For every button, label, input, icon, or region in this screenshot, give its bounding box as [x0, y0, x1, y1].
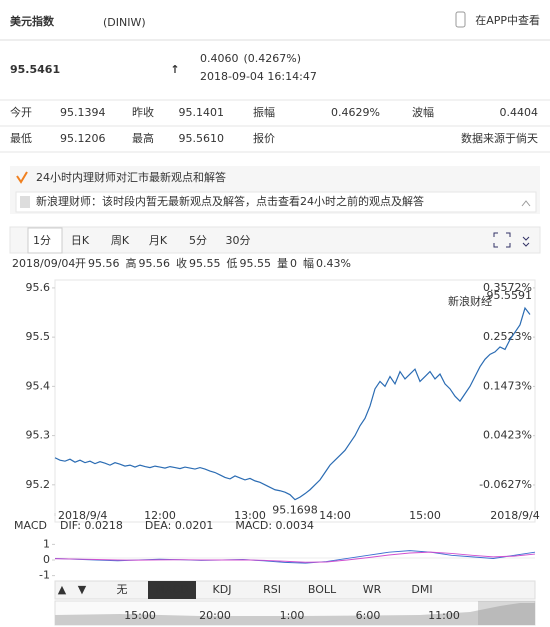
- y2-tick-label: 0.3572%: [483, 281, 532, 294]
- stat-label: 报价: [253, 131, 275, 145]
- macd-legend: DEA: 0.0201: [145, 519, 213, 532]
- stat-value: 0.4629%: [331, 106, 380, 119]
- navigator-window[interactable]: [478, 601, 535, 625]
- y2-tick-label: -0.0627%: [479, 478, 532, 491]
- x-tick-label: 13:00: [234, 509, 266, 522]
- navigator-label: 15:00: [124, 609, 156, 622]
- y-tick-label: 95.5: [26, 330, 51, 343]
- info-value: 95.55: [189, 257, 221, 270]
- info-label: 高: [126, 256, 137, 270]
- x-tick-label: 14:00: [319, 509, 351, 522]
- navigator-area: [55, 603, 535, 625]
- indicator-tab[interactable]: BOLL: [308, 583, 337, 596]
- macd-legend: MACD: 0.0034: [235, 519, 314, 532]
- y-tick-label: 95.6: [26, 281, 51, 294]
- change-pct: (0.4267%): [244, 52, 302, 65]
- stat-value: 数据来源于倘天: [461, 131, 538, 145]
- x-tick-label: 12:00: [144, 509, 176, 522]
- macd-line: [54, 551, 536, 563]
- navigator-label: 1:00: [280, 609, 305, 622]
- advisor-icon: [16, 171, 28, 184]
- stat-label: 今开: [10, 105, 32, 119]
- info-value: 95.55: [240, 257, 272, 270]
- y2-tick-label: 0.0423%: [483, 429, 532, 442]
- app-link[interactable]: 在APP中查看: [475, 13, 540, 27]
- stat-label: 昨收: [132, 105, 154, 119]
- stat-label: 最高: [132, 131, 154, 145]
- tab[interactable]: 1分: [33, 234, 51, 247]
- stat-value: 95.1206: [60, 132, 106, 145]
- advisor-heading: 24小时内理财师对汇市最新观点和解答: [36, 170, 226, 184]
- active-indicator: [148, 581, 196, 599]
- macd-legend: DIF: 0.0218: [60, 519, 123, 532]
- info-value: 95.56: [139, 257, 171, 270]
- info-value: 95.56: [88, 257, 120, 270]
- x-tick-label: 15:00: [409, 509, 441, 522]
- stat-label: 波幅: [412, 106, 434, 119]
- stat-label: 振幅: [253, 105, 275, 119]
- active-tab: [27, 227, 63, 254]
- price: 95.5461: [10, 63, 60, 76]
- max-label: 95.5591: [487, 289, 533, 302]
- indicator-tab[interactable]: ▼: [78, 583, 87, 596]
- code: (DINIW): [103, 16, 146, 29]
- navigator-label: 20:00: [199, 609, 231, 622]
- stat-value: 95.5610: [179, 132, 225, 145]
- navigator-label: 6:00: [356, 609, 381, 622]
- info-label: 幅: [303, 257, 314, 270]
- stat-value: 95.1394: [60, 106, 106, 119]
- indicator-tab[interactable]: 无: [117, 583, 128, 596]
- advisor-message: 新浪理财师：该时段内暂无最新观点及解答，点击查看24小时之前的观点及解答: [36, 194, 424, 208]
- tab[interactable]: 月K: [149, 234, 168, 247]
- info-value: 0: [290, 257, 297, 270]
- indicator-tab[interactable]: WR: [363, 583, 382, 596]
- change: 0.4060: [200, 52, 239, 65]
- y-tick-label: 95.4: [26, 379, 51, 392]
- info-value: 0.43%: [316, 257, 351, 270]
- watermark: 新浪财经: [448, 294, 492, 308]
- x-tick-label: 2018/9/4: [490, 509, 539, 522]
- indicator-tab[interactable]: KDJ: [213, 583, 232, 596]
- y-tick-label: 95.3: [26, 429, 51, 442]
- macd-tick-label: -1: [39, 569, 50, 582]
- y2-tick-label: 0.2523%: [483, 330, 532, 343]
- price-line: [54, 306, 531, 501]
- stat-value: 0.4404: [500, 106, 539, 119]
- macd-title: MACD: [14, 519, 47, 532]
- macd-tick-label: 0: [43, 553, 50, 566]
- message-box: [15, 191, 537, 213]
- navigator-label: 11:00: [428, 609, 460, 622]
- stat-value: 95.1401: [179, 106, 225, 119]
- info-label: 量: [277, 257, 288, 270]
- tab-bar: [9, 226, 541, 254]
- tab[interactable]: 30分: [226, 234, 251, 247]
- info-label: 收: [176, 256, 187, 270]
- y2-tick-label: 0.1473%: [483, 379, 532, 392]
- indicator-tab[interactable]: ▲: [58, 583, 67, 596]
- x-tick-label: 2018/9/4: [58, 509, 107, 522]
- tab[interactable]: 日K: [71, 234, 90, 247]
- info-label: 开: [75, 257, 86, 270]
- quote-time: 2018-09-04 16:14:47: [200, 70, 317, 83]
- menu-icon[interactable]: [522, 236, 530, 247]
- avatar: [20, 196, 30, 208]
- min-label: 95.1698: [272, 504, 318, 517]
- title: 美元指数: [10, 14, 55, 28]
- tab[interactable]: 周K: [111, 234, 130, 247]
- info-label: 低: [227, 257, 238, 270]
- plot-frame: [54, 279, 536, 523]
- indicator-tab[interactable]: MACD: [156, 583, 189, 596]
- arrow: ↑: [170, 63, 179, 76]
- info-date: 2018/09/04: [12, 257, 75, 270]
- tab[interactable]: 5分: [189, 234, 207, 247]
- macd-tick-label: 1: [43, 537, 50, 550]
- indicator-tab[interactable]: DMI: [411, 583, 432, 596]
- fullscreen-icon[interactable]: [493, 232, 511, 248]
- stat-label: 最低: [10, 132, 32, 145]
- phone-icon: [455, 11, 466, 28]
- y-tick-label: 95.2: [26, 478, 51, 491]
- indicator-tab[interactable]: RSI: [263, 583, 281, 596]
- collapse-icon: [521, 200, 531, 207]
